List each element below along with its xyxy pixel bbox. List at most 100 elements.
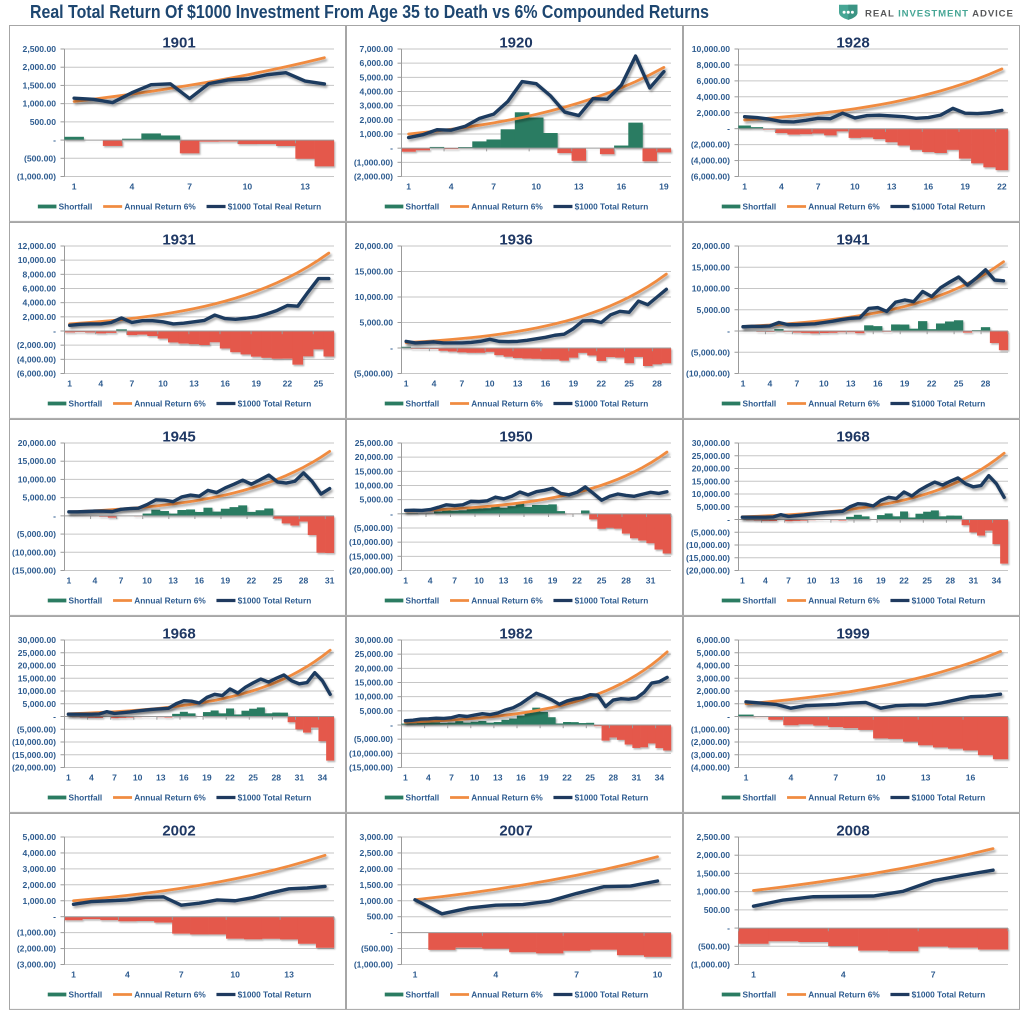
svg-text:(10,000.00): (10,000.00)	[686, 540, 730, 550]
svg-text:7: 7	[459, 379, 464, 389]
svg-text:10,000.00: 10,000.00	[691, 489, 729, 499]
svg-text:7: 7	[178, 969, 183, 979]
svg-text:6,000.00: 6,000.00	[22, 284, 56, 294]
svg-text:19: 19	[547, 575, 557, 585]
svg-text:500.00: 500.00	[366, 911, 393, 921]
svg-text:5,000.00: 5,000.00	[696, 648, 730, 658]
svg-text:20,000.00: 20,000.00	[691, 463, 729, 473]
svg-text:25: 25	[922, 575, 932, 585]
svg-text:31: 31	[324, 575, 334, 585]
svg-text:5,000.00: 5,000.00	[359, 706, 393, 716]
svg-text:8,000.00: 8,000.00	[696, 60, 730, 70]
svg-text:19: 19	[251, 379, 261, 389]
svg-text:30,000.00: 30,000.00	[354, 635, 392, 645]
svg-text:7: 7	[449, 772, 454, 782]
svg-text:(15,000.00): (15,000.00)	[349, 551, 393, 561]
svg-text:15,000.00: 15,000.00	[354, 677, 392, 687]
svg-text:19: 19	[202, 772, 212, 782]
svg-text:4,000.00: 4,000.00	[696, 92, 730, 102]
svg-text:10: 10	[132, 772, 142, 782]
svg-text:Annual Return 6%: Annual Return 6%	[808, 399, 880, 409]
svg-text:15,000.00: 15,000.00	[691, 476, 729, 486]
svg-text:Shortfall: Shortfall	[742, 989, 776, 999]
svg-text:Shortfall: Shortfall	[68, 989, 102, 999]
svg-text:(6,000.00): (6,000.00)	[690, 172, 729, 182]
svg-text:(10,000.00): (10,000.00)	[349, 748, 393, 758]
svg-text:1: 1	[71, 969, 76, 979]
svg-text:$1000 Total Return: $1000 Total Return	[237, 595, 311, 605]
svg-text:2,000.00: 2,000.00	[359, 115, 393, 125]
svg-text:3,000.00: 3,000.00	[359, 832, 393, 842]
svg-text:22: 22	[562, 772, 572, 782]
svg-text:16: 16	[872, 379, 882, 389]
svg-text:4: 4	[767, 379, 772, 389]
svg-text:(10,000.00): (10,000.00)	[686, 369, 730, 379]
svg-text:7: 7	[833, 772, 838, 782]
svg-text:34: 34	[654, 772, 664, 782]
svg-text:25,000.00: 25,000.00	[354, 649, 392, 659]
svg-text:13: 13	[300, 182, 310, 192]
svg-text:Shortfall: Shortfall	[742, 792, 776, 802]
svg-text:19: 19	[960, 182, 970, 192]
svg-text:13: 13	[155, 772, 165, 782]
svg-text:(2,000.00): (2,000.00)	[16, 340, 55, 350]
svg-text:2,000.00: 2,000.00	[696, 686, 730, 696]
svg-text:(20,000.00): (20,000.00)	[686, 565, 730, 575]
svg-text:(15,000.00): (15,000.00)	[12, 750, 56, 760]
svg-text:-: -	[390, 927, 393, 937]
svg-text:(1,000.00): (1,000.00)	[690, 959, 729, 969]
svg-text:5,000.00: 5,000.00	[359, 73, 393, 83]
svg-text:2007: 2007	[499, 822, 532, 839]
svg-text:REAL INVESTMENT ADVICE: REAL INVESTMENT ADVICE	[865, 8, 1014, 19]
svg-text:1,500.00: 1,500.00	[359, 879, 393, 889]
svg-text:2,500.00: 2,500.00	[22, 44, 56, 54]
svg-text:19: 19	[220, 575, 230, 585]
svg-text:13: 13	[920, 772, 930, 782]
svg-text:20,000.00: 20,000.00	[354, 241, 392, 251]
svg-text:Annual Return 6%: Annual Return 6%	[134, 595, 206, 605]
svg-text:Annual Return 6%: Annual Return 6%	[471, 989, 543, 999]
svg-text:6,000.00: 6,000.00	[359, 58, 393, 68]
svg-text:$1000 Total Return: $1000 Total Return	[911, 595, 985, 605]
svg-text:10: 10	[531, 182, 541, 192]
svg-text:Annual Return 6%: Annual Return 6%	[134, 792, 206, 802]
svg-text:Shortfall: Shortfall	[742, 595, 776, 605]
svg-text:(5,000.00): (5,000.00)	[690, 527, 729, 537]
svg-text:25: 25	[313, 379, 323, 389]
svg-text:7,000.00: 7,000.00	[359, 44, 393, 54]
svg-text:Shortfall: Shortfall	[58, 202, 92, 212]
svg-text:7: 7	[815, 182, 820, 192]
svg-text:(1,000.00): (1,000.00)	[16, 172, 55, 182]
svg-text:19: 19	[659, 182, 669, 192]
svg-text:$1000 Total Return: $1000 Total Return	[911, 202, 985, 212]
svg-text:-: -	[390, 509, 393, 519]
svg-text:28: 28	[608, 772, 618, 782]
svg-text:4: 4	[431, 379, 436, 389]
svg-text:10: 10	[806, 575, 816, 585]
svg-text:22: 22	[926, 379, 936, 389]
svg-text:7: 7	[452, 575, 457, 585]
svg-text:31: 31	[294, 772, 304, 782]
svg-text:Annual Return 6%: Annual Return 6%	[808, 989, 880, 999]
svg-text:16: 16	[516, 772, 526, 782]
svg-text:16: 16	[523, 575, 533, 585]
svg-text:$1000 Total Real Return: $1000 Total Real Return	[227, 202, 320, 212]
svg-text:16: 16	[194, 575, 204, 585]
svg-text:34: 34	[317, 772, 327, 782]
svg-text:15,000.00: 15,000.00	[691, 262, 729, 272]
svg-text:22: 22	[225, 772, 235, 782]
svg-text:-: -	[390, 720, 393, 730]
svg-text:4: 4	[493, 969, 498, 979]
svg-text:Shortfall: Shortfall	[405, 595, 439, 605]
svg-text:$1000 Total Return: $1000 Total Return	[237, 989, 311, 999]
svg-text:25,000.00: 25,000.00	[354, 438, 392, 448]
svg-text:10: 10	[242, 182, 252, 192]
svg-text:3,000.00: 3,000.00	[359, 101, 393, 111]
svg-text:-: -	[53, 911, 56, 921]
svg-text:1: 1	[71, 182, 76, 192]
svg-text:(1,000.00): (1,000.00)	[353, 158, 392, 168]
svg-text:(15,000.00): (15,000.00)	[686, 553, 730, 563]
svg-text:22: 22	[596, 379, 606, 389]
svg-text:7: 7	[786, 575, 791, 585]
svg-text:1968: 1968	[836, 428, 869, 445]
